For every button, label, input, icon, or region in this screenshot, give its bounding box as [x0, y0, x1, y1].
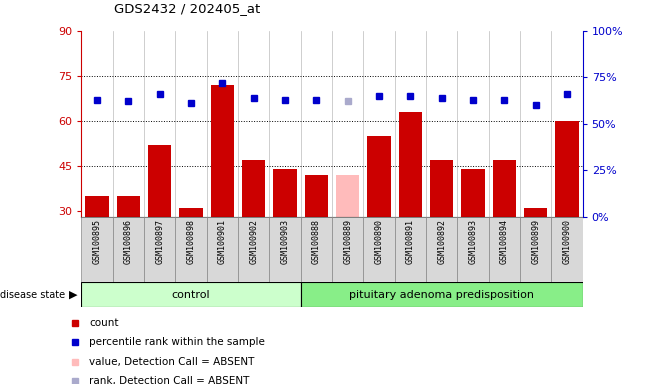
- Bar: [81, 217, 113, 282]
- Bar: [85, 196, 109, 217]
- Bar: [144, 217, 175, 282]
- Text: disease state: disease state: [0, 290, 65, 300]
- Bar: [555, 121, 579, 217]
- Bar: [273, 169, 297, 217]
- Text: GSM100888: GSM100888: [312, 219, 321, 264]
- Text: GSM100902: GSM100902: [249, 219, 258, 264]
- Bar: [398, 112, 422, 217]
- Bar: [117, 196, 140, 217]
- Bar: [430, 160, 453, 217]
- Bar: [363, 217, 395, 282]
- Bar: [242, 160, 266, 217]
- Text: GSM100903: GSM100903: [281, 219, 290, 264]
- Text: ▶: ▶: [69, 290, 78, 300]
- Bar: [524, 208, 547, 217]
- Text: GSM100889: GSM100889: [343, 219, 352, 264]
- Text: GSM100901: GSM100901: [218, 219, 227, 264]
- Bar: [207, 217, 238, 282]
- Text: GSM100891: GSM100891: [406, 219, 415, 264]
- Text: rank, Detection Call = ABSENT: rank, Detection Call = ABSENT: [89, 376, 249, 384]
- Bar: [551, 217, 583, 282]
- Bar: [367, 136, 391, 217]
- Text: GSM100893: GSM100893: [469, 219, 477, 264]
- Bar: [211, 85, 234, 217]
- Bar: [148, 145, 171, 217]
- Text: GSM100897: GSM100897: [155, 219, 164, 264]
- Bar: [332, 217, 363, 282]
- Bar: [301, 217, 332, 282]
- Bar: [462, 169, 485, 217]
- Bar: [238, 217, 270, 282]
- Text: GSM100899: GSM100899: [531, 219, 540, 264]
- Bar: [305, 175, 328, 217]
- Text: GSM100898: GSM100898: [187, 219, 195, 264]
- Text: percentile rank within the sample: percentile rank within the sample: [89, 337, 265, 347]
- Bar: [175, 217, 207, 282]
- Bar: [336, 175, 359, 217]
- Text: control: control: [172, 290, 210, 300]
- Bar: [301, 282, 583, 307]
- Bar: [426, 217, 457, 282]
- Bar: [493, 160, 516, 217]
- Text: value, Detection Call = ABSENT: value, Detection Call = ABSENT: [89, 356, 255, 367]
- Text: count: count: [89, 318, 118, 328]
- Bar: [113, 217, 144, 282]
- Bar: [489, 217, 520, 282]
- Bar: [179, 208, 202, 217]
- Bar: [270, 217, 301, 282]
- Text: GSM100896: GSM100896: [124, 219, 133, 264]
- Text: pituitary adenoma predisposition: pituitary adenoma predisposition: [349, 290, 534, 300]
- Bar: [81, 282, 301, 307]
- Text: GSM100900: GSM100900: [562, 219, 572, 264]
- Text: GDS2432 / 202405_at: GDS2432 / 202405_at: [114, 2, 260, 15]
- Bar: [520, 217, 551, 282]
- Text: GSM100890: GSM100890: [374, 219, 383, 264]
- Bar: [395, 217, 426, 282]
- Text: GSM100895: GSM100895: [92, 219, 102, 264]
- Text: GSM100892: GSM100892: [437, 219, 446, 264]
- Bar: [457, 217, 489, 282]
- Text: GSM100894: GSM100894: [500, 219, 509, 264]
